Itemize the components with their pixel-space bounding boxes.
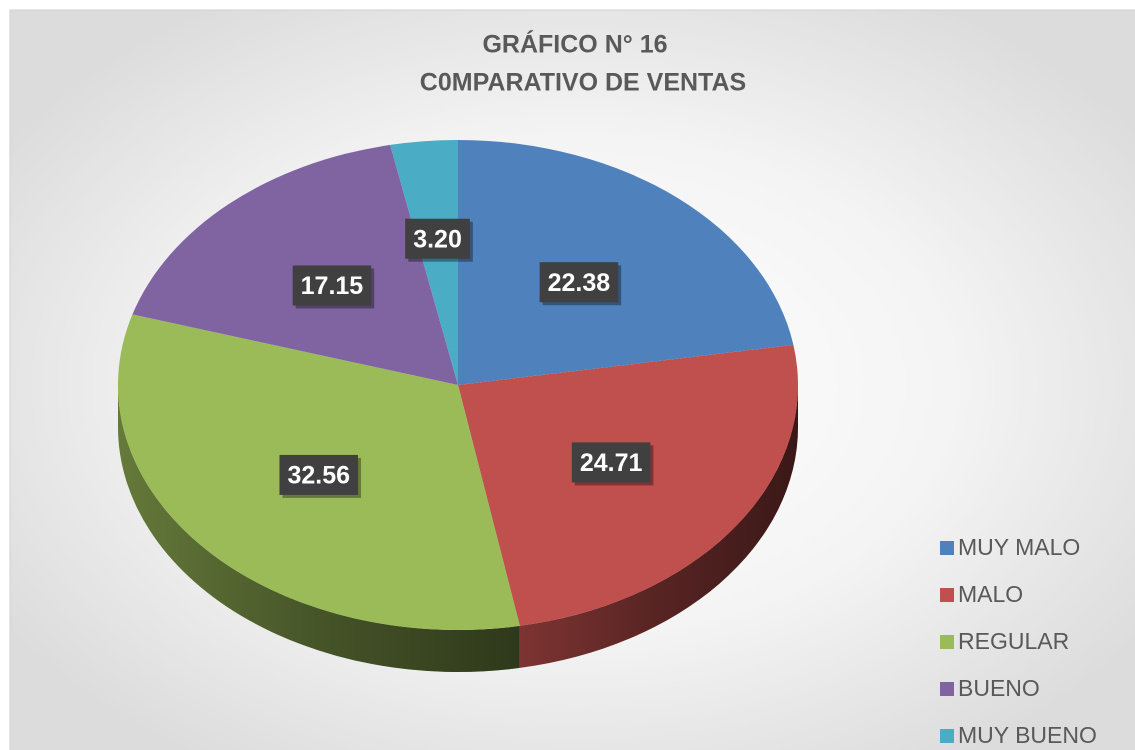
slice-side-shade (118, 385, 520, 672)
legend-label: MUY BUENO (958, 722, 1097, 748)
data-label-box (571, 442, 651, 483)
data-label-text: 3.20 (413, 225, 462, 253)
data-label-text: 24.71 (580, 449, 643, 477)
data-label-text: 32.56 (287, 462, 350, 490)
data-label-box (405, 218, 470, 259)
legend-swatch (940, 588, 954, 602)
data-label-box (279, 454, 359, 495)
slice (458, 344, 798, 626)
legend-label: MALO (958, 581, 1023, 607)
legend-label: MUY MALO (958, 534, 1080, 560)
legend-label: REGULAR (958, 628, 1069, 654)
data-label: 22.38 (539, 262, 622, 306)
legend-swatch (940, 682, 954, 696)
data-label: 17.15 (292, 265, 375, 309)
legend-label: BUENO (958, 675, 1040, 701)
legend-swatch (940, 729, 954, 743)
data-label: 3.20 (405, 218, 473, 262)
slice-side-shade (519, 385, 798, 668)
data-label: 24.71 (571, 442, 654, 486)
chart-subtitle: C0MPARATIVO DE VENTAS (420, 69, 746, 97)
slice (132, 144, 459, 385)
data-label-box (539, 262, 619, 303)
slice (390, 140, 458, 385)
legend-swatch (940, 541, 954, 555)
data-label: 32.56 (279, 454, 362, 498)
data-label-text: 22.38 (548, 269, 611, 297)
legend-swatch (940, 635, 954, 649)
slice (458, 140, 794, 385)
data-label-text: 17.15 (301, 272, 364, 300)
chart-title: GRÁFICO N° 16 (482, 30, 667, 59)
data-label-box (292, 265, 372, 306)
